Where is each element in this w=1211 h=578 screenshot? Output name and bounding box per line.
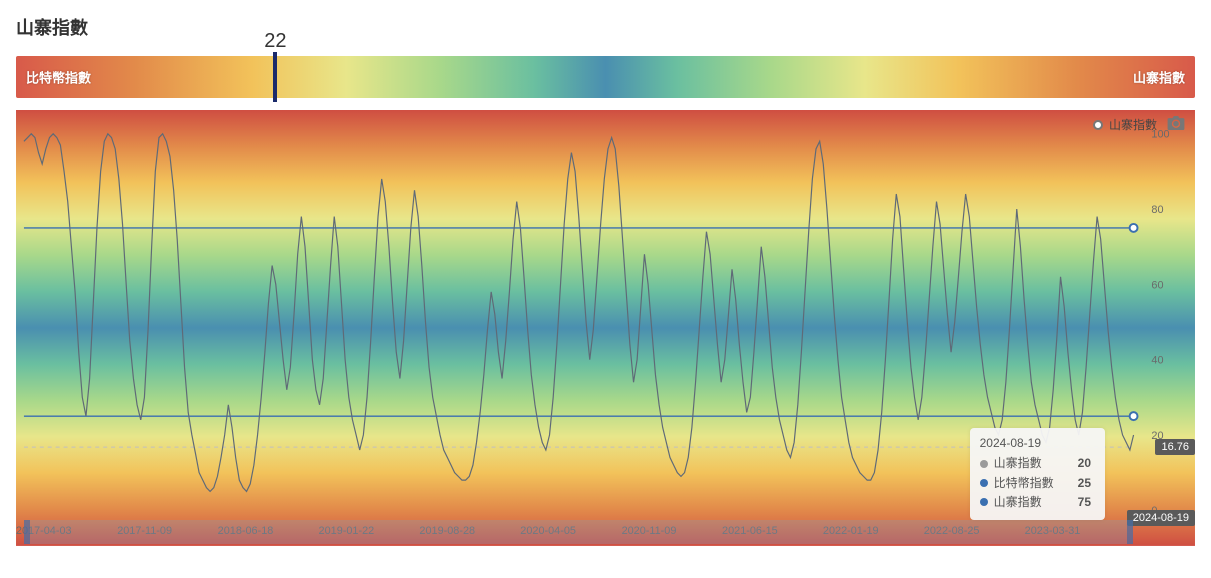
chart[interactable]: 0204060801002017-04-032017-11-092018-06-… [16, 110, 1195, 546]
camera-icon[interactable] [1167, 116, 1185, 130]
tooltip-date: 2024-08-19 [980, 436, 1091, 450]
bullet-icon [980, 479, 988, 487]
tooltip-value: 20 [1060, 454, 1091, 473]
legend-marker-icon [1093, 120, 1103, 130]
gauge-value: 22 [264, 30, 286, 53]
svg-text:60: 60 [1151, 279, 1163, 291]
page-title: 山寨指數 [16, 14, 1201, 40]
svg-text:40: 40 [1151, 355, 1163, 367]
gauge-marker[interactable] [273, 52, 277, 102]
x-cursor-badge: 2024-08-19 [1127, 510, 1195, 526]
gauge-right-label: 山寨指數 [1133, 68, 1185, 87]
gauge-left-label: 比特幣指數 [26, 68, 91, 87]
brush-range[interactable] [24, 520, 1133, 544]
y-cursor-badge: 16.76 [1155, 439, 1195, 455]
tooltip: 2024-08-19 山寨指數 20 比特幣指數 25 山寨指數 75 [970, 428, 1105, 520]
tooltip-label: 比特幣指數 [994, 474, 1054, 493]
gauge: 22 比特幣指數 山寨指數 [16, 56, 1195, 98]
bullet-icon [980, 498, 988, 506]
tooltip-label: 山寨指數 [994, 493, 1042, 512]
bullet-icon [980, 460, 988, 468]
tooltip-value: 75 [1060, 493, 1091, 512]
legend[interactable]: 山寨指數 [1093, 116, 1157, 133]
tooltip-row: 山寨指數 20 [980, 454, 1091, 473]
svg-text:80: 80 [1151, 204, 1163, 216]
gauge-bar[interactable]: 比特幣指數 山寨指數 [16, 56, 1195, 98]
legend-label: 山寨指數 [1109, 116, 1157, 133]
tooltip-label: 山寨指數 [994, 454, 1042, 473]
tooltip-value: 25 [1060, 474, 1091, 493]
tooltip-row: 山寨指數 75 [980, 493, 1091, 512]
tooltip-row: 比特幣指數 25 [980, 474, 1091, 493]
